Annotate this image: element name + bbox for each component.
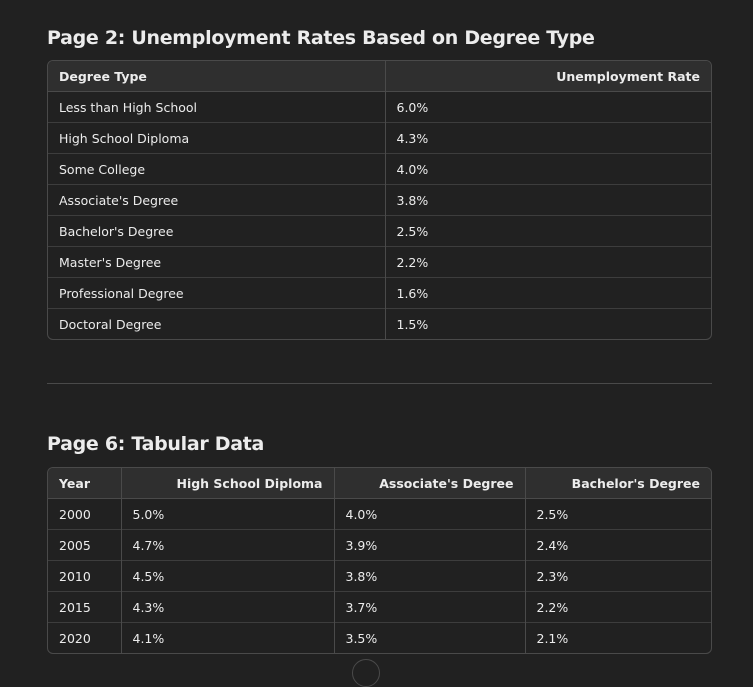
table-cell: 3.9% — [333, 529, 525, 561]
table-cell: Less than High School — [59, 99, 198, 115]
table-header-row: Year High School Diploma Associate's Deg… — [48, 468, 711, 499]
column-header-associates-degree: Associate's Degree — [333, 468, 525, 499]
table-cell: Bachelor's Degree — [48, 215, 385, 247]
column-header-year: Year — [48, 468, 121, 499]
table-cell: 3.8% — [333, 560, 525, 592]
degree-unemployment-table: Degree Type Unemployment Rate Less than … — [47, 60, 712, 340]
column-header-bachelors-degree: Bachelor's Degree — [524, 468, 711, 499]
table-cell: 4.7% — [120, 529, 334, 561]
table-cell: 2010 — [48, 560, 121, 592]
scroll-to-bottom-button[interactable] — [352, 659, 380, 687]
table-cell: 3.7% — [333, 591, 525, 623]
table-cell: Some College — [48, 153, 385, 185]
table-row: Bachelor's Degree 2.5% — [48, 215, 711, 247]
column-header-unemployment-rate: Unemployment Rate — [384, 61, 711, 92]
table-cell: 3.8% — [384, 184, 711, 216]
table-cell: 2000 — [59, 506, 91, 522]
table-cell: 5.0% — [120, 498, 334, 530]
yearly-unemployment-table: Year High School Diploma Associate's Deg… — [47, 467, 712, 654]
table-cell: 2.4% — [524, 529, 711, 561]
table-row: 2020 4.1% 3.5% 2.1% — [48, 622, 711, 653]
table-cell: Professional Degree — [48, 277, 385, 309]
table-cell: 4.5% — [120, 560, 334, 592]
table-cell: 2.5% — [524, 498, 711, 530]
table-cell: 2015 — [48, 591, 121, 623]
table-row: High School Diploma 4.3% — [48, 122, 711, 154]
table-row: 2015 4.3% 3.7% 2.2% — [48, 591, 711, 623]
section-divider — [47, 383, 712, 384]
table-row: Professional Degree 1.6% — [48, 277, 711, 309]
table-row: Less than High School 6.0% — [48, 91, 711, 123]
column-header-degree-type: Degree Type — [48, 61, 385, 92]
table-row: Some College 4.0% — [48, 153, 711, 185]
table-cell: 2.1% — [524, 622, 711, 653]
column-header-high-school-diploma: High School Diploma — [120, 468, 334, 499]
table-cell: Master's Degree — [48, 246, 385, 278]
table-cell: 2020 — [48, 622, 121, 653]
table-cell: Associate's Degree — [48, 184, 385, 216]
table-row: Associate's Degree 3.8% — [48, 184, 711, 216]
table-cell: 2.2% — [524, 591, 711, 623]
table-cell: High School Diploma — [48, 122, 385, 154]
table-row: 2000 5.0% 4.0% 2.5% — [48, 498, 711, 530]
table-header-row: Degree Type Unemployment Rate — [48, 61, 711, 92]
table-cell: 2.3% — [524, 560, 711, 592]
table-row: Master's Degree 2.2% — [48, 246, 711, 278]
table-cell: 4.0% — [333, 498, 525, 530]
table-cell: 4.3% — [384, 122, 711, 154]
section-title-tabular-data: Page 6: Tabular Data — [47, 433, 265, 455]
table-cell: 4.1% — [120, 622, 334, 653]
table-cell: 4.3% — [120, 591, 334, 623]
table-cell: Doctoral Degree — [48, 308, 385, 339]
table-cell: 2.2% — [384, 246, 711, 278]
table-cell: 4.0% — [384, 153, 711, 185]
table-row: 2005 4.7% 3.9% 2.4% — [48, 529, 711, 561]
table-cell: 6.0% — [384, 91, 711, 123]
table-cell: 3.5% — [333, 622, 525, 653]
table-row: 2010 4.5% 3.8% 2.3% — [48, 560, 711, 592]
table-cell: 2005 — [48, 529, 121, 561]
section-title-degree-type: Page 2: Unemployment Rates Based on Degr… — [47, 27, 595, 49]
table-cell: 1.6% — [384, 277, 711, 309]
table-cell: 2.5% — [384, 215, 711, 247]
table-row: Doctoral Degree 1.5% — [48, 308, 711, 339]
table-cell: 1.5% — [384, 308, 711, 339]
